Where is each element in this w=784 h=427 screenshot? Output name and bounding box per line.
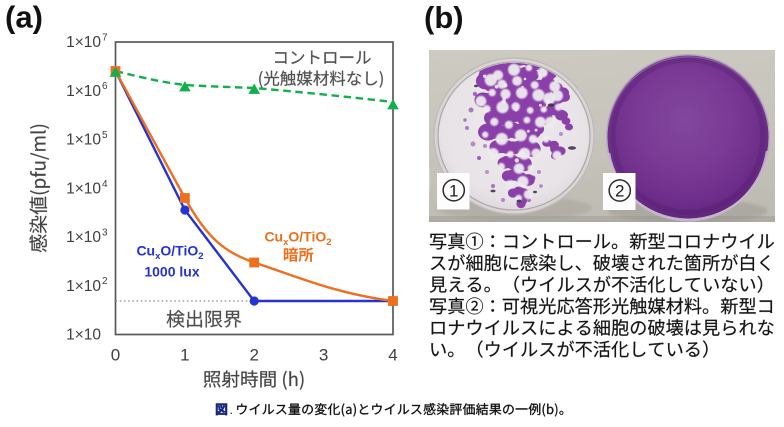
svg-text:2: 2 <box>102 276 108 287</box>
svg-text:3: 3 <box>102 228 108 239</box>
svg-text:1×10: 1×10 <box>66 34 101 51</box>
svg-text:1×10: 1×10 <box>66 180 101 197</box>
svg-text:3: 3 <box>319 346 328 365</box>
svg-text:5: 5 <box>102 130 108 141</box>
svg-text:1×10: 1×10 <box>66 229 101 246</box>
svg-text:1000 lux: 1000 lux <box>144 264 199 280</box>
svg-text:1×10: 1×10 <box>66 132 101 149</box>
svg-text:1: 1 <box>449 181 458 200</box>
svg-text:.: . <box>229 402 233 417</box>
svg-text:CuxO/TiO2: CuxO/TiO2 <box>264 229 331 249</box>
svg-text:4: 4 <box>388 346 397 365</box>
svg-text:1×10: 1×10 <box>66 327 101 344</box>
svg-text:7: 7 <box>102 33 108 44</box>
svg-text:1×10: 1×10 <box>66 83 101 100</box>
svg-text:1×10: 1×10 <box>66 278 101 295</box>
svg-text:(b): (b) <box>424 0 464 35</box>
svg-text:2: 2 <box>249 346 258 365</box>
svg-text:(a): (a) <box>5 0 43 35</box>
svg-text:0: 0 <box>111 346 120 365</box>
svg-text:4: 4 <box>102 179 108 190</box>
svg-text:2: 2 <box>615 182 624 201</box>
svg-text:1: 1 <box>180 346 189 365</box>
svg-text:CuxO/TiO2: CuxO/TiO2 <box>136 243 203 263</box>
svg-text:6: 6 <box>102 81 108 92</box>
